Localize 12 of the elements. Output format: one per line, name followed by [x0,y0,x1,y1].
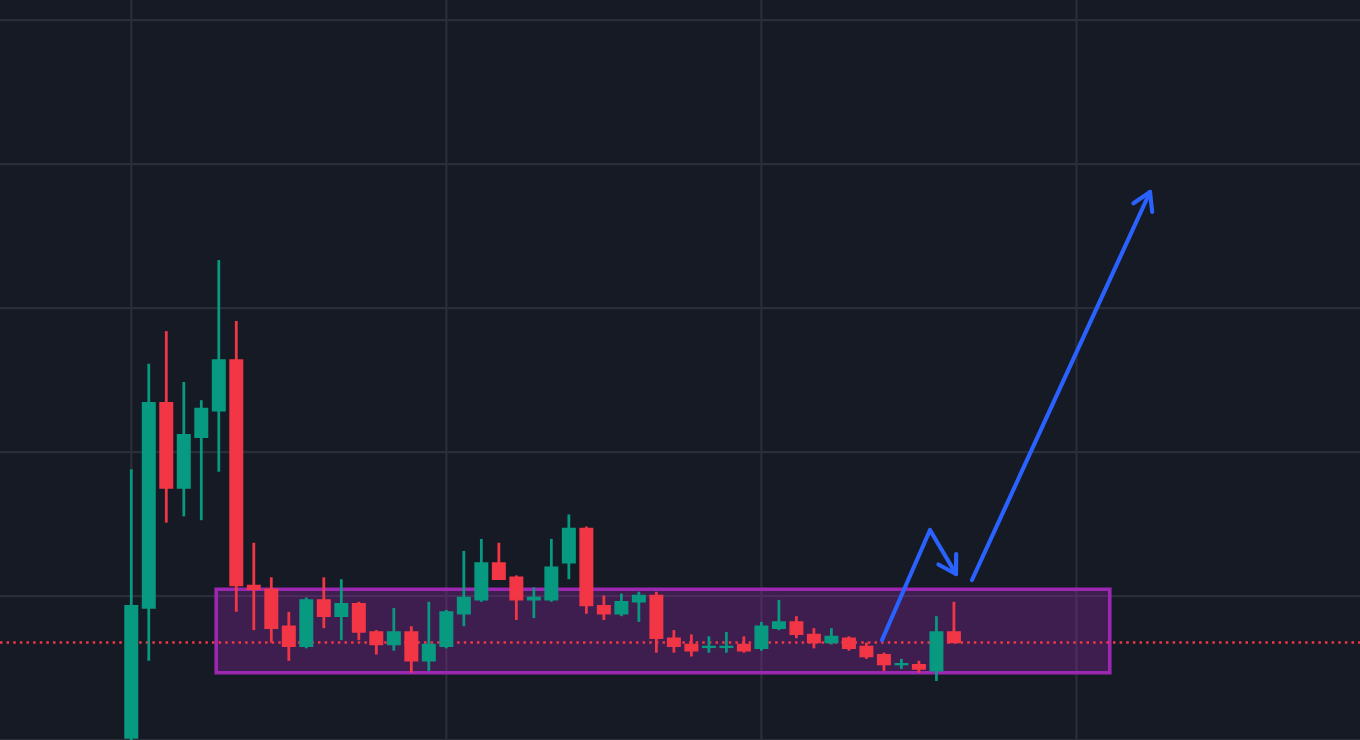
candlestick [596,594,611,622]
candlestick [334,577,349,642]
candlestick [561,513,576,581]
candlestick [614,592,629,618]
candlestick [631,590,646,624]
candlestick [876,651,891,673]
candlestick [929,614,944,683]
candlestick [754,620,769,653]
candlestick [316,575,331,630]
candlestick [386,606,401,653]
candlestick [771,598,786,632]
candlestick [299,596,314,650]
